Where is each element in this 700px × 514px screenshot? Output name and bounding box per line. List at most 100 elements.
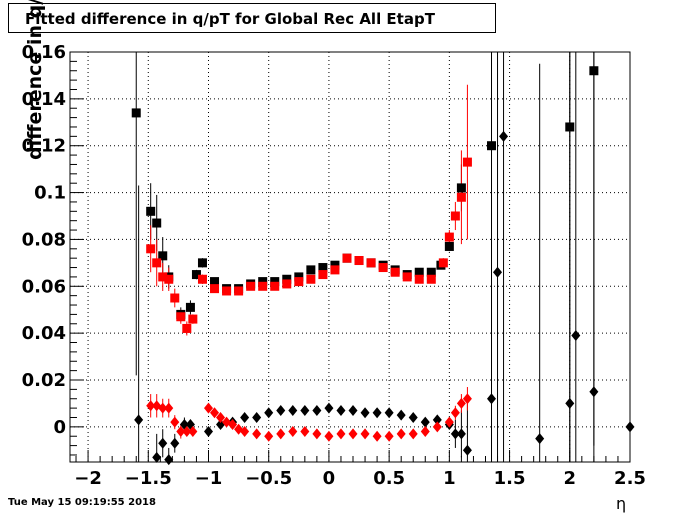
- data-point: [182, 323, 192, 333]
- data-point: [324, 430, 334, 442]
- data-point: [152, 451, 162, 463]
- data-point: [312, 404, 322, 416]
- data-point: [203, 402, 213, 414]
- data-point: [390, 267, 400, 277]
- data-point: [348, 404, 358, 416]
- data-point: [282, 274, 292, 284]
- data-point: [324, 402, 334, 414]
- x-tick-label: 2: [564, 468, 577, 489]
- data-point: [336, 404, 346, 416]
- data-point: [294, 272, 304, 282]
- data-point: [432, 421, 442, 433]
- data-point: [462, 444, 472, 456]
- data-point: [276, 404, 286, 416]
- data-point: [487, 141, 497, 151]
- data-point: [348, 428, 358, 440]
- data-point: [456, 428, 466, 440]
- data-point: [197, 274, 207, 284]
- data-point: [252, 411, 262, 423]
- data-point: [456, 183, 466, 193]
- error-bars: [135, 52, 631, 462]
- timestamp: Tue May 15 09:19:55 2018: [8, 497, 156, 508]
- x-tick-label: 2.5: [614, 468, 646, 489]
- data-point: [131, 108, 141, 118]
- data-point: [188, 314, 198, 324]
- data-point: [535, 433, 545, 445]
- data-point: [306, 265, 316, 275]
- x-tick-label: −1.5: [125, 468, 172, 489]
- data-point: [228, 419, 238, 431]
- data-point: [330, 265, 340, 275]
- data-point: [264, 407, 274, 419]
- data-point: [360, 428, 370, 440]
- y-tick-label: 0.04: [22, 323, 66, 344]
- data-point: [158, 272, 168, 282]
- data-point: [360, 407, 370, 419]
- data-point: [444, 232, 454, 242]
- data-point: [414, 267, 424, 277]
- data-point: [438, 258, 448, 268]
- data-point: [318, 270, 328, 280]
- data-point: [444, 241, 454, 251]
- x-axis-ticks: −2 −1.5 −1 −0.5 0 0.5 1 1.5 2 2.5: [74, 450, 646, 489]
- data-point: [300, 426, 310, 438]
- data-point: [354, 256, 364, 266]
- data-point: [408, 428, 418, 440]
- data-point: [408, 411, 418, 423]
- data-point: [372, 430, 382, 442]
- data-point: [300, 404, 310, 416]
- y-axis-label: difference in q/pT: [24, 0, 46, 160]
- data-point: [282, 279, 292, 289]
- data-point: [420, 426, 430, 438]
- data-point: [240, 426, 250, 438]
- data-point: [396, 428, 406, 440]
- y-tick-label: 0.06: [22, 276, 66, 297]
- y-tick-label: 0.02: [22, 370, 66, 391]
- data-point: [402, 272, 412, 282]
- data-point: [170, 437, 180, 449]
- data-point: [276, 428, 286, 440]
- y-axis-ticks: 0 0.02 0.04 0.06 0.08 0.1 0.12 0.14 0.16: [22, 42, 84, 456]
- data-point: [462, 157, 472, 167]
- title-box: Fitted difference in q/pT for Global Rec…: [8, 3, 496, 33]
- data-point: [176, 312, 186, 322]
- data-point: [493, 266, 503, 278]
- data-point: [146, 206, 156, 216]
- data-point: [462, 393, 472, 405]
- data-point: [450, 407, 460, 419]
- data-point: [420, 416, 430, 428]
- data-point: [426, 274, 436, 284]
- data-point: [450, 211, 460, 221]
- data-point: [197, 258, 207, 268]
- y-tick-label: 0.08: [22, 229, 66, 250]
- data-point: [294, 277, 304, 287]
- data-point: [216, 411, 226, 423]
- data-point: [170, 293, 180, 303]
- x-tick-label: 0.5: [373, 468, 405, 489]
- chart-title: Fitted difference in q/pT for Global Rec…: [25, 10, 435, 28]
- data-point: [246, 281, 256, 291]
- data-point: [222, 286, 232, 296]
- data-point: [384, 407, 394, 419]
- data-point: [330, 260, 340, 270]
- data-point: [191, 270, 201, 280]
- y-tick-label: 0.1: [34, 183, 66, 204]
- data-point: [170, 416, 180, 428]
- data-point: [450, 428, 460, 440]
- data-point: [258, 281, 268, 291]
- x-tick-label: 1.5: [494, 468, 526, 489]
- data-point: [306, 274, 316, 284]
- data-point: [288, 426, 298, 438]
- data-point: [210, 277, 220, 287]
- data-point: [158, 251, 168, 261]
- x-tick-label: 1: [443, 468, 456, 489]
- data-point: [146, 400, 156, 412]
- data-point: [499, 130, 509, 142]
- y-tick-label: 0: [53, 417, 66, 438]
- data-point: [444, 416, 454, 428]
- y-tick-label: 0.14: [22, 89, 66, 110]
- x-tick-label: −2: [74, 468, 102, 489]
- data-point: [182, 426, 192, 438]
- data-point: [264, 430, 274, 442]
- markers: [131, 66, 635, 466]
